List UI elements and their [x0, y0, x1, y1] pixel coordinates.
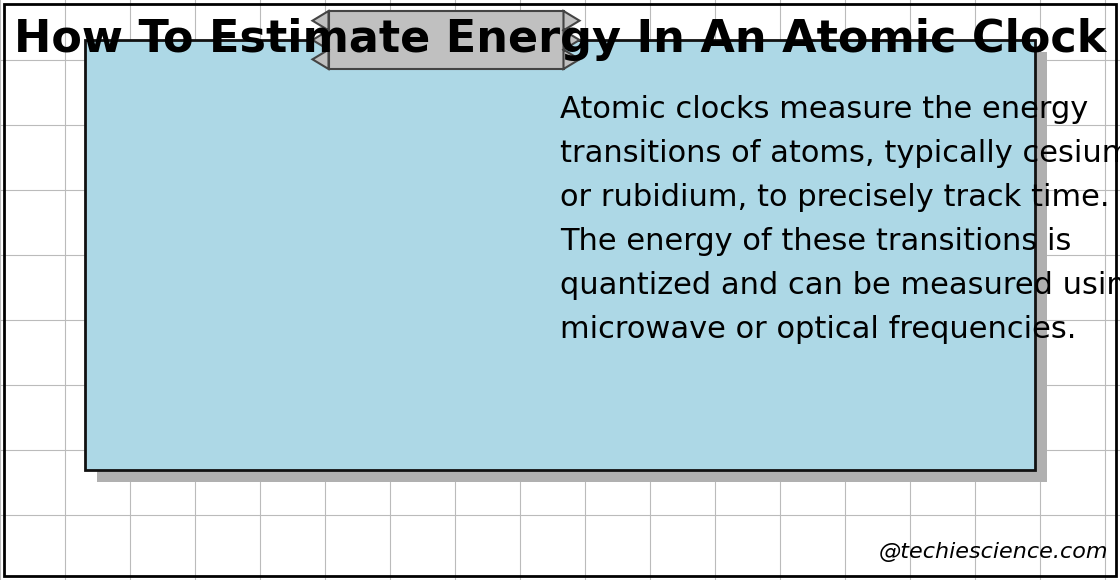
Polygon shape — [312, 11, 328, 69]
Bar — [85, 40, 1035, 470]
Text: Atomic clocks measure the energy
transitions of atoms, typically cesium
or rubid: Atomic clocks measure the energy transit… — [560, 95, 1120, 344]
Polygon shape — [563, 11, 579, 69]
Text: How To Estimate Energy In An Atomic Clock: How To Estimate Energy In An Atomic Cloc… — [13, 18, 1107, 61]
Bar — [328, 11, 563, 69]
Text: @techiescience.com: @techiescience.com — [878, 542, 1108, 562]
Bar — [97, 52, 1047, 482]
